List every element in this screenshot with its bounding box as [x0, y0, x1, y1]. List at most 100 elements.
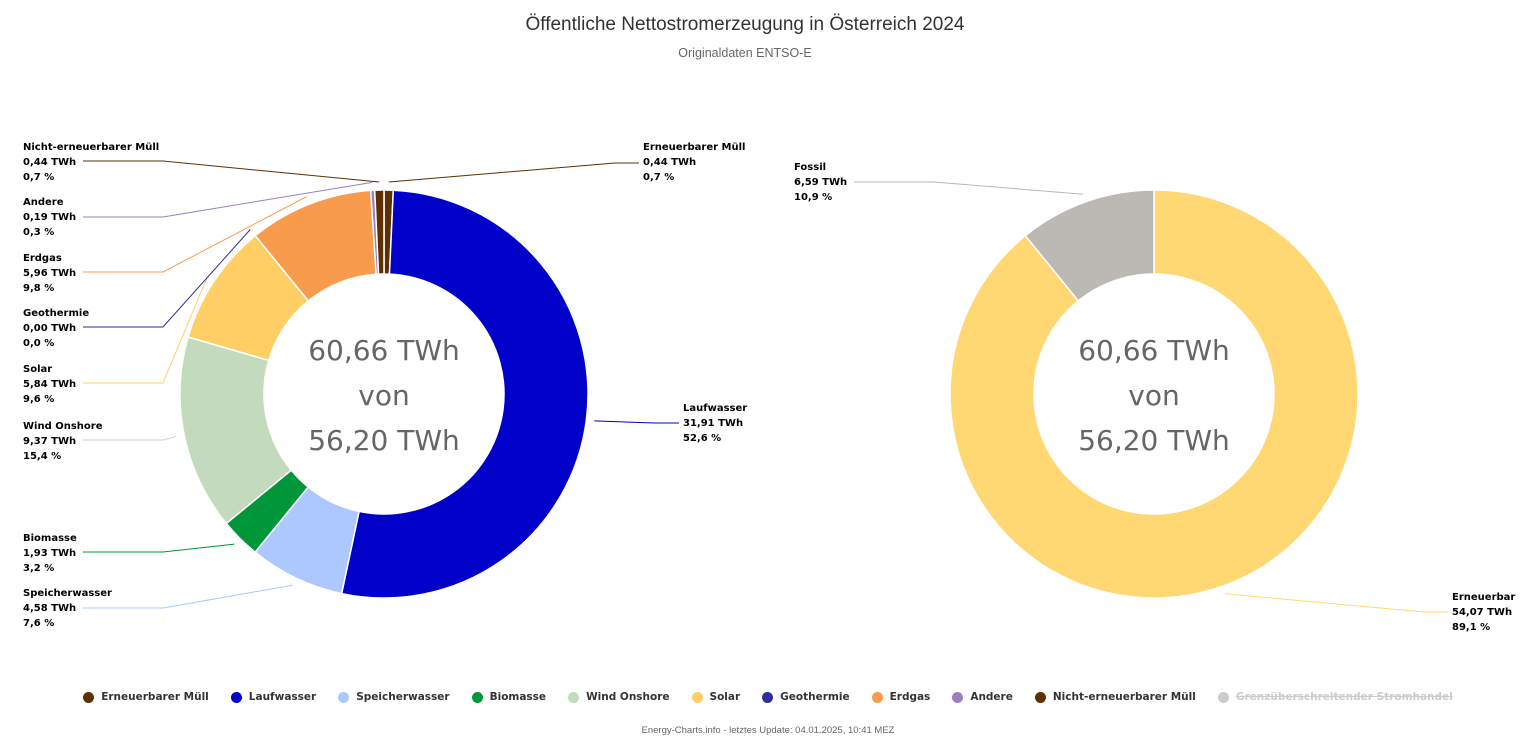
- connector-biomasse: [83, 543, 235, 553]
- label-percent: 9,6 %: [23, 394, 54, 405]
- label-percent: 0,7 %: [23, 172, 54, 183]
- slice-fossil[interactable]: [1024, 189, 1155, 302]
- label-andere: Andere 0,19 TWh 0,3 %: [23, 197, 76, 238]
- label-value: 0,44 TWh: [643, 157, 696, 168]
- connector-solar: [83, 276, 208, 384]
- legend-item-speicherwasser[interactable]: Speicherwasser: [338, 691, 450, 703]
- label-fossil: Fossil 6,59 TWh 10,9 %: [794, 162, 847, 203]
- legend-item-geothermie[interactable]: Geothermie: [762, 691, 850, 703]
- label-value: 31,91 TWh: [683, 418, 743, 429]
- connector-speicherwasser: [83, 584, 293, 609]
- label-percent: 7,6 %: [23, 618, 54, 629]
- label-erneuerbar: Erneuerbar 54,07 TWh 89,1 %: [1452, 592, 1515, 633]
- slice-laufwasser[interactable]: [340, 189, 589, 599]
- label-erdgas: Erdgas 5,96 TWh 9,8 %: [23, 253, 76, 294]
- label-value: 54,07 TWh: [1452, 607, 1512, 618]
- legend-marker: [338, 691, 350, 703]
- legend-label: Erdgas: [889, 691, 931, 703]
- donut-chart-sources: Erneuerbarer Müll 0,44 TWh 0,7 % Laufwasser…: [23, 142, 747, 629]
- label-name: Erneuerbarer Müll: [643, 142, 745, 153]
- legend-item-wind-onshore[interactable]: Wind Onshore: [568, 691, 670, 703]
- donut-charts: Erneuerbarer Müll 0,44 TWh 0,7 % Laufwasser…: [23, 142, 1515, 633]
- legend-label: Grenzüberschreitender Stromhandel: [1235, 691, 1453, 703]
- legend-label: Speicherwasser: [356, 691, 450, 703]
- label-name: Fossil: [794, 162, 826, 173]
- connector-geothermie: [83, 229, 251, 328]
- label-value: 9,37 TWh: [23, 436, 76, 447]
- legend-item-erdgas[interactable]: Erdgas: [871, 691, 931, 703]
- label-name: Speicherwasser: [23, 588, 112, 599]
- connector-andere: [83, 181, 373, 218]
- label-value: 1,93 TWh: [23, 548, 76, 559]
- legend-item-grenzueberschreitender-stromhandel[interactable]: Grenzüberschreitender Stromhandel: [1217, 691, 1453, 703]
- label-name: Andere: [23, 197, 64, 208]
- legend-marker: [1034, 691, 1046, 703]
- label-value: 4,58 TWh: [23, 603, 76, 614]
- legend-marker: [568, 691, 580, 703]
- label-percent: 3,2 %: [23, 563, 54, 574]
- label-value: 5,96 TWh: [23, 268, 76, 279]
- label-value: 6,59 TWh: [794, 177, 847, 188]
- center-text-line-1: 60,66 TWh: [1078, 334, 1230, 367]
- label-value: 0,44 TWh: [23, 157, 76, 168]
- chart-title: Öffentliche Nettostromerzeugung in Öster…: [525, 14, 965, 35]
- label-value: 0,19 TWh: [23, 212, 76, 223]
- legend-label: Laufwasser: [248, 691, 317, 703]
- center-text-line-3: 56,20 TWh: [1078, 424, 1230, 457]
- connector-laufwasser: [594, 420, 679, 424]
- connector-erdgas: [83, 196, 307, 273]
- footer-update-note: Energy-Charts.info - letztes Update: 04.…: [641, 725, 895, 736]
- label-name: Biomasse: [23, 533, 77, 544]
- connector-fossil: [854, 181, 1084, 195]
- label-solar: Solar 5,84 TWh 9,6 %: [23, 364, 76, 405]
- legend-item-laufwasser[interactable]: Laufwasser: [230, 691, 317, 703]
- label-wind-onshore: Wind Onshore 9,37 TWh 15,4 %: [23, 421, 103, 462]
- legend-label: Geothermie: [780, 691, 850, 703]
- legend-item-biomasse[interactable]: Biomasse: [471, 691, 547, 703]
- connector-erneuerbarer-muell: [388, 162, 639, 183]
- center-text-line-3: 56,20 TWh: [308, 424, 460, 457]
- legend-label: Biomasse: [489, 691, 547, 703]
- legend-item-solar[interactable]: Solar: [691, 691, 740, 703]
- center-text-line-2: von: [358, 379, 409, 412]
- label-percent: 89,1 %: [1452, 622, 1490, 633]
- label-erneuerbarer-muell: Erneuerbarer Müll 0,44 TWh 0,7 %: [643, 142, 745, 183]
- donut-chart-renewable-fossil: Erneuerbar 54,07 TWh 89,1 % Fossil 6,59 TWh 1…: [794, 162, 1515, 633]
- center-text-line-2: von: [1128, 379, 1179, 412]
- slice-erneuerbar[interactable]: [949, 189, 1359, 599]
- label-geothermie: Geothermie 0,00 TWh 0,0 %: [23, 308, 89, 349]
- label-percent: 52,6 %: [683, 433, 721, 444]
- label-percent: 15,4 %: [23, 451, 61, 462]
- label-percent: 10,9 %: [794, 192, 832, 203]
- legend-marker: [471, 691, 483, 703]
- connector-wind-onshore: [83, 436, 177, 441]
- legend-marker: [230, 691, 242, 703]
- label-name: Erdgas: [23, 253, 62, 264]
- legend-label: Erneuerbarer Müll: [101, 691, 209, 703]
- label-percent: 9,8 %: [23, 283, 54, 294]
- label-percent: 0,7 %: [643, 172, 674, 183]
- legend-item-nicht-erneuerbarer-muell[interactable]: Nicht-erneuerbarer Müll: [1034, 691, 1196, 703]
- label-name: Solar: [23, 364, 52, 375]
- label-biomasse: Biomasse 1,93 TWh 3,2 %: [23, 533, 77, 574]
- chart-subtitle: Originaldaten ENTSO-E: [678, 46, 812, 60]
- legend-marker: [1217, 691, 1229, 703]
- legend-label: Wind Onshore: [586, 691, 670, 703]
- label-name: Wind Onshore: [23, 421, 103, 432]
- chart-legend: Erneuerbarer Müll Laufwasser Speicherwasse…: [0, 691, 1536, 703]
- legend-marker: [952, 691, 964, 703]
- connector-nicht-erneuerbarer-muell: [83, 160, 380, 183]
- slice-nicht-erneuerbarer-muell[interactable]: [373, 189, 385, 275]
- label-speicherwasser: Speicherwasser 4,58 TWh 7,6 %: [23, 588, 112, 629]
- label-name: Erneuerbar: [1452, 592, 1515, 603]
- legend-marker: [871, 691, 883, 703]
- label-laufwasser: Laufwasser 31,91 TWh 52,6 %: [683, 403, 747, 444]
- legend-label: Nicht-erneuerbarer Müll: [1052, 691, 1196, 703]
- label-percent: 0,0 %: [23, 338, 54, 349]
- label-name: Laufwasser: [683, 403, 747, 414]
- legend-item-erneuerbarer-muell[interactable]: Erneuerbarer Müll: [83, 691, 209, 703]
- connector-erneuerbar: [1224, 593, 1448, 613]
- legend-marker: [691, 691, 703, 703]
- legend-item-andere[interactable]: Andere: [952, 691, 1013, 703]
- label-name: Geothermie: [23, 308, 89, 319]
